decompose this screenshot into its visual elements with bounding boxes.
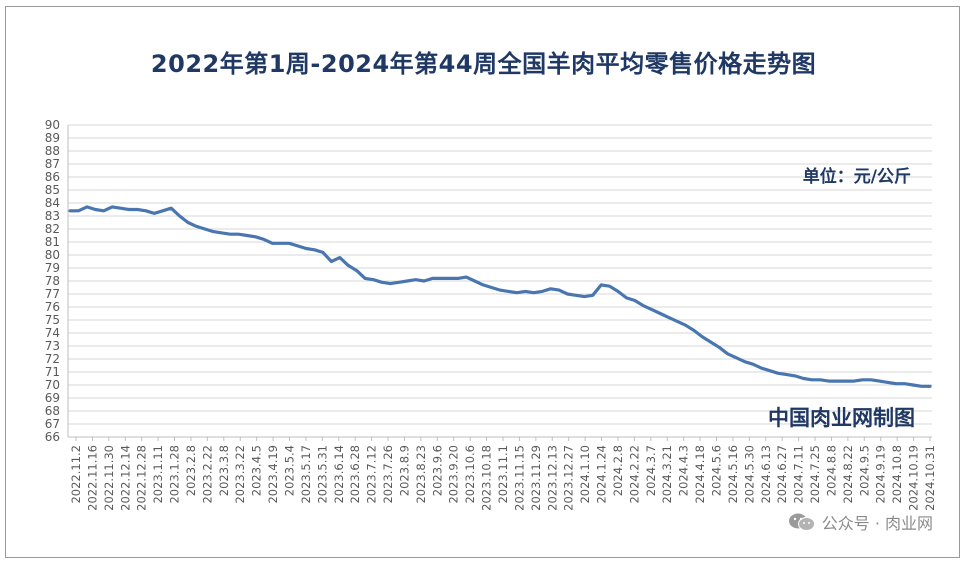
x-tick-label: 2022.12.14 [118,445,132,511]
y-tick-label: 76 [45,300,60,314]
x-tick-label: 2024.9.19 [874,445,888,504]
y-tick-label: 83 [45,209,60,223]
x-tick-label: 2023.4.5 [250,445,264,496]
x-tick-label: 2024.10.8 [890,445,904,504]
x-tick-label: 2024.2.22 [627,445,641,504]
watermark: 公众号 · 肉业网 [788,510,933,534]
y-tick-label: 85 [45,183,60,197]
y-tick-label: 86 [45,170,60,184]
x-tick-label: 2023.8.23 [414,445,428,504]
y-tick-label: 89 [45,131,60,145]
y-tick-label: 80 [45,248,60,262]
y-tick-label: 88 [45,144,60,158]
x-tick-label: 2024.4.18 [693,445,707,504]
y-tick-label: 69 [45,391,60,405]
x-tick-label: 2022.11.30 [102,445,116,511]
x-tick-label: 2024.6.27 [775,445,789,504]
x-tick-label: 2024.7.11 [792,445,806,504]
watermark-text: 公众号 · 肉业网 [821,514,933,533]
y-tick-label: 82 [45,222,60,236]
source-label: 中国肉业网制图 [768,406,915,430]
chart-title: 2022年第1周-2024年第44周全国羊肉平均零售价格走势图 [150,50,817,78]
x-tick-label: 2024.1.24 [595,445,609,504]
y-tick-label: 67 [45,417,60,431]
x-tick-label: 2024.8.22 [841,445,855,504]
y-tick-label: 66 [45,430,60,444]
wechat-icon [788,513,815,531]
x-tick-label: 2023.4.19 [266,445,280,504]
x-tick-label: 2023.11.15 [512,445,526,511]
x-tick-label: 2024.5.30 [742,445,756,504]
x-tick-label: 2023.5.31 [315,445,329,504]
x-tick-label: 2023.11.1 [496,445,510,504]
x-tick-label: 2023.11.29 [529,445,543,511]
x-tick-label: 2023.6.28 [348,445,362,504]
x-tick-label: 2023.10.18 [480,445,494,511]
x-tick-label: 2023.5.4 [283,445,297,496]
y-tick-label: 68 [45,404,60,418]
y-tick-label: 90 [45,118,60,132]
x-tick-label: 2024.4.3 [677,445,691,496]
x-tick-label: 2022.12.28 [135,445,149,511]
x-tick-label: 2024.3.7 [644,445,658,496]
y-tick-label: 78 [45,274,60,288]
x-tick-label: 2024.3.21 [660,445,674,504]
x-tick-label: 2023.12.27 [562,445,576,511]
x-tick-label: 2024.5.16 [726,445,740,504]
y-tick-label: 73 [45,339,60,353]
chart-frame [5,6,960,558]
y-tick-label: 75 [45,313,60,327]
x-tick-label: 2023.8.9 [397,445,411,496]
x-tick-label: 2023.3.22 [233,445,247,504]
x-tick-label: 2024.7.25 [808,445,822,504]
x-tick-label: 2024.10.19 [907,445,921,511]
y-tick-label: 74 [45,326,60,340]
y-tick-label: 81 [45,235,60,249]
unit-label: 单位：元/公斤 [802,167,911,187]
x-tick-label: 2024.5.6 [710,445,724,496]
x-tick-label: 2023.5.17 [299,445,313,504]
x-tick-label: 2023.2.8 [184,445,198,496]
x-tick-label: 2023.9.20 [447,445,461,504]
x-tick-label: 2023.6.14 [332,445,346,504]
x-tick-label: 2023.3.8 [217,445,231,496]
x-tick-label: 2023.10.6 [463,445,477,504]
x-tick-label: 2023.12.13 [545,445,559,511]
x-tick-label: 2023.1.11 [151,445,165,504]
y-tick-label: 79 [45,261,60,275]
x-tick-label: 2023.2.22 [200,445,214,504]
y-tick-label: 72 [45,352,60,366]
y-tick-label: 84 [45,196,60,210]
series-line-0 [68,205,932,388]
y-tick-label: 77 [45,287,60,301]
x-tick-label: 2023.7.12 [365,445,379,504]
x-tick-label: 2023.7.26 [381,445,395,504]
x-tick-label: 2024.2.8 [611,445,625,496]
y-tick-label: 70 [45,378,60,392]
y-tick-label: 71 [45,365,60,379]
x-tick-label: 2024.6.13 [759,445,773,504]
x-tick-label: 2024.10.31 [923,445,937,511]
x-tick-label: 2024.8.8 [824,445,838,496]
x-tick-label: 2022.11.2 [69,445,83,504]
x-tick-label: 2023.9.6 [430,445,444,496]
x-tick-label: 2022.11.16 [85,445,99,511]
x-tick-label: 2024.1.10 [578,445,592,504]
y-tick-label: 87 [45,157,60,171]
x-tick-label: 2023.1.28 [168,445,182,504]
x-tick-label: 2024.9.5 [857,445,871,496]
